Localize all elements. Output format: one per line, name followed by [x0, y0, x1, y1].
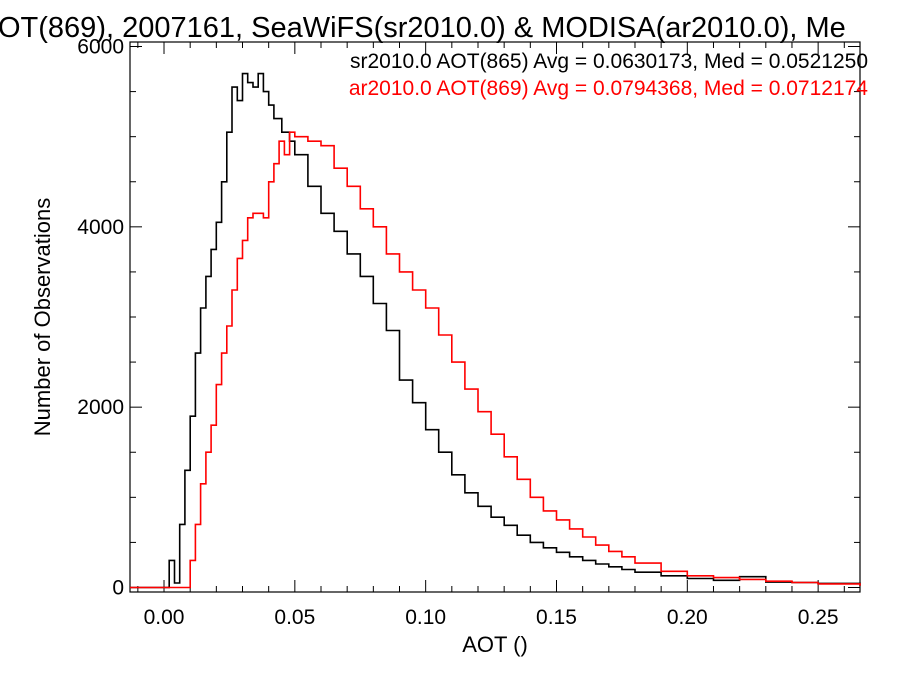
y-tick-label: 0	[112, 576, 124, 599]
series-line-ar2010	[130, 131, 861, 589]
x-tick-labels: 0.00 0.05 0.10 0.15 0.20 0.25	[144, 606, 839, 629]
x-axis-label: AOT ()	[462, 632, 528, 657]
y-tick-label: 2000	[77, 396, 124, 419]
legend-entry-sr2010: sr2010.0 AOT(865) Avg = 0.0630173, Med =…	[350, 50, 868, 73]
axis-ticks	[130, 42, 860, 592]
x-tick-label: 0.25	[798, 606, 839, 629]
chart-title: OT(869), 2007161, SeaWiFS(sr2010.0) & MO…	[0, 12, 846, 44]
x-tick-label: 0.05	[274, 606, 315, 629]
series-group	[130, 72, 861, 589]
x-tick-label: 0.10	[405, 606, 446, 629]
y-tick-labels: 0 2000 4000 6000	[77, 36, 124, 600]
y-tick-label: 4000	[77, 216, 124, 239]
series-line-sr2010	[130, 72, 861, 589]
x-tick-label: 0.15	[536, 606, 577, 629]
x-tick-label: 0.00	[144, 606, 185, 629]
plot-frame	[129, 41, 861, 593]
x-tick-label: 0.20	[667, 606, 708, 629]
y-tick-label: 6000	[77, 36, 124, 59]
y-axis-label: Number of Observations	[30, 198, 55, 436]
legend-entry-ar2010: ar2010.0 AOT(869) Avg = 0.0794368, Med =…	[349, 77, 868, 100]
